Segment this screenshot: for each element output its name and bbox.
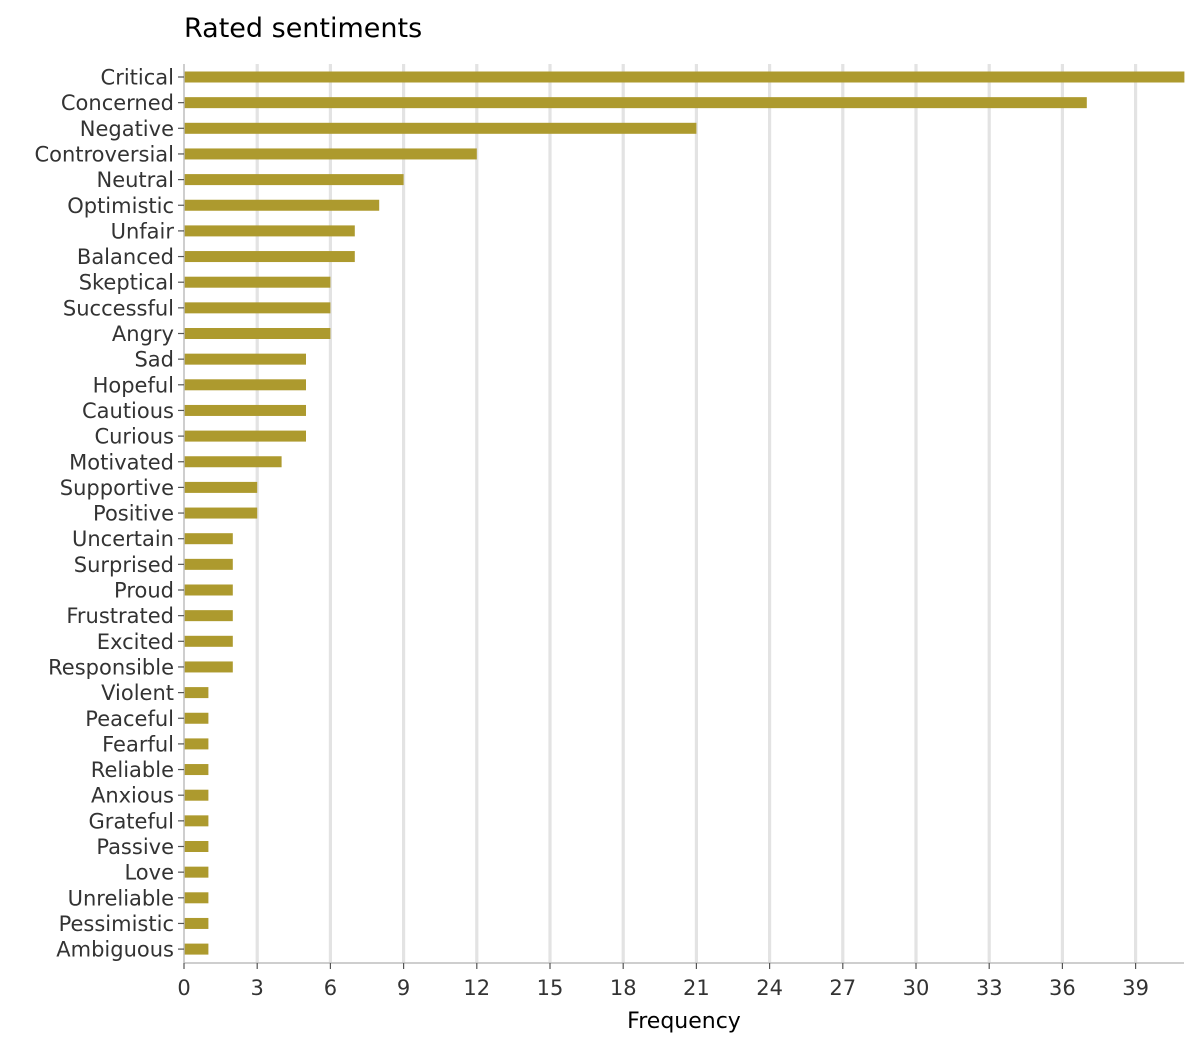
y-tick-label: Angry (112, 322, 174, 346)
x-tick-label: 18 (610, 976, 637, 1000)
x-tick-label: 3 (251, 976, 264, 1000)
bar (184, 507, 258, 519)
y-tick-label: Unreliable (68, 886, 174, 910)
chart-title: Rated sentiments (184, 13, 422, 44)
y-tick-label: Motivated (69, 450, 174, 474)
y-tick-label: Ambiguous (56, 938, 174, 962)
bar (184, 917, 209, 929)
x-tick-label: 30 (903, 976, 930, 1000)
y-tick-label: Cautious (82, 399, 174, 423)
x-tick-label: 9 (397, 976, 410, 1000)
y-tick-label: Unfair (111, 219, 175, 243)
y-tick-label: Curious (94, 425, 174, 449)
y-tick-label: Peaceful (85, 707, 174, 731)
y-tick-label: Love (124, 861, 174, 885)
bar (184, 97, 1087, 109)
y-axis: CriticalConcernedNegativeControversialNe… (34, 64, 185, 963)
bar (184, 379, 306, 391)
y-tick-label: Surprised (74, 553, 174, 577)
y-tick-label: Grateful (89, 809, 174, 833)
x-tick-label: 27 (829, 976, 856, 1000)
bar (184, 558, 233, 570)
bar (184, 481, 258, 493)
bar (184, 661, 233, 673)
bar (184, 635, 233, 647)
bar (184, 302, 331, 314)
bars (184, 71, 1185, 955)
bar (184, 712, 209, 724)
y-tick-label: Uncertain (72, 527, 174, 551)
y-tick-label: Pessimistic (59, 912, 174, 936)
bar (184, 122, 697, 134)
bar (184, 174, 404, 186)
bar (184, 430, 306, 442)
bar (184, 328, 331, 339)
y-tick-label: Positive (93, 502, 174, 526)
bar (184, 353, 306, 365)
y-tick-label: Excited (97, 630, 174, 654)
y-tick-label: Neutral (96, 168, 174, 192)
bar (184, 404, 306, 416)
y-tick-label: Anxious (91, 784, 174, 808)
bar (184, 276, 331, 288)
x-tick-label: 36 (1049, 976, 1076, 1000)
y-tick-label: Concerned (61, 91, 174, 115)
y-tick-label: Violent (101, 681, 174, 705)
x-tick-label: 39 (1122, 976, 1149, 1000)
bar (184, 533, 233, 545)
y-tick-label: Sad (134, 348, 174, 372)
y-tick-label: Balanced (77, 245, 174, 269)
bar (184, 71, 1185, 83)
y-tick-label: Fearful (102, 732, 174, 756)
y-tick-label: Skeptical (79, 271, 174, 295)
x-tick-label: 0 (177, 976, 190, 1000)
x-tick-label: 15 (537, 976, 564, 1000)
y-tick-label: Critical (101, 66, 174, 90)
bar (184, 687, 209, 699)
y-tick-label: Responsible (48, 655, 174, 679)
gridlines (255, 64, 1138, 963)
x-tick-label: 12 (463, 976, 490, 1000)
y-tick-label: Optimistic (67, 194, 174, 218)
y-tick-label: Passive (96, 835, 174, 859)
bar (184, 789, 209, 801)
y-tick-label: Negative (80, 117, 174, 141)
bar (184, 148, 477, 160)
bar (184, 943, 209, 955)
y-tick-label: Successful (63, 296, 174, 320)
y-tick-label: Proud (114, 579, 174, 603)
bar (184, 225, 355, 237)
y-tick-label: Frustrated (66, 604, 174, 628)
x-axis: 0 3 6 9 12 15 18 21 24 27 30 33 36 39 (177, 962, 1184, 1000)
x-tick-label: 24 (756, 976, 783, 1000)
bar (184, 892, 209, 904)
bar (184, 610, 233, 622)
bar (184, 815, 209, 827)
bar (184, 199, 380, 211)
bar (184, 866, 209, 878)
bar (184, 456, 282, 468)
x-axis-label: Frequency (627, 1009, 741, 1034)
x-tick-label: 21 (683, 976, 710, 1000)
x-tick-label: 6 (324, 976, 337, 1000)
y-tick-label: Hopeful (93, 373, 174, 397)
bar (184, 738, 209, 750)
y-tick-label: Reliable (91, 758, 174, 782)
x-tick-label: 33 (976, 976, 1003, 1000)
bar (184, 251, 355, 263)
y-tick-label: Controversial (34, 142, 174, 166)
bar (184, 841, 209, 852)
bar (184, 764, 209, 776)
y-tick-label: Supportive (60, 476, 174, 500)
bar (184, 584, 233, 596)
